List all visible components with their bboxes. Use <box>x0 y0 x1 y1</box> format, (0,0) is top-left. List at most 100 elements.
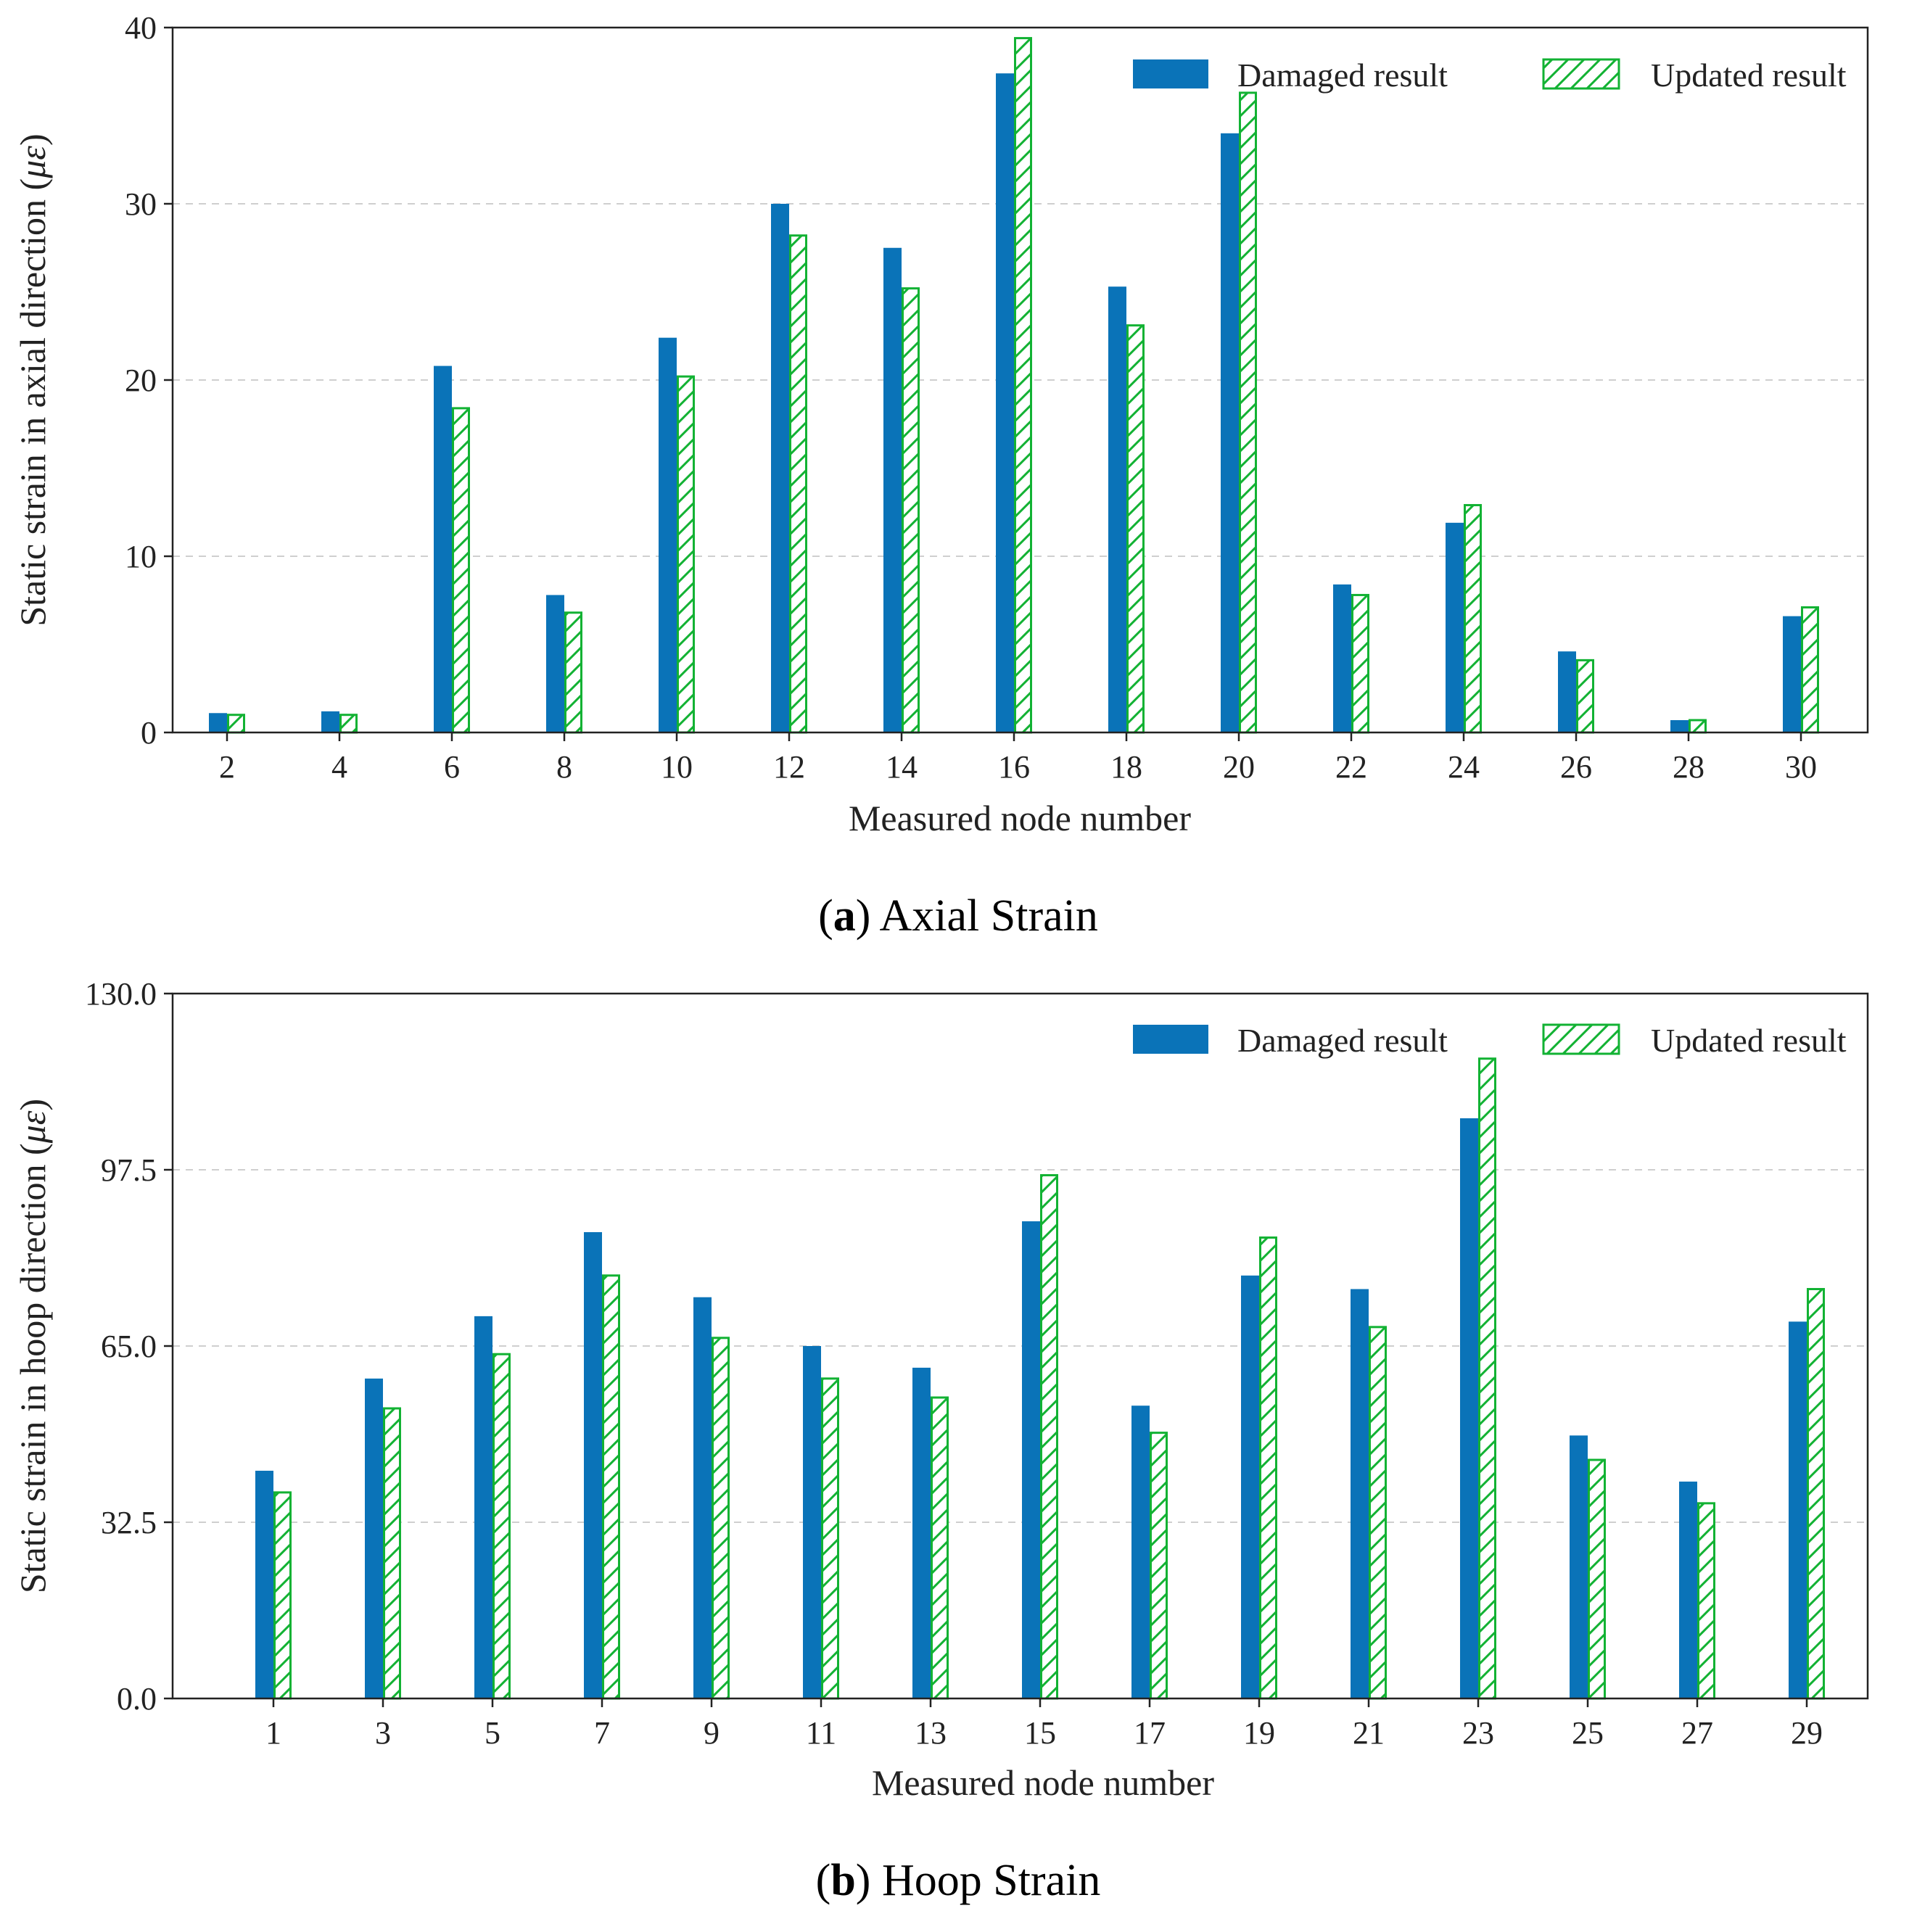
hoop-y-axis-label-suffix: ) <box>12 1099 53 1111</box>
axial-y-tick-label: 10 <box>125 539 157 574</box>
hoop-x-tick-label: 13 <box>915 1715 947 1751</box>
axial-bar-damaged <box>434 366 452 732</box>
hoop-legend: Damaged result Updated result <box>1133 1022 1847 1059</box>
hoop-y-tick-label: 97.5 <box>101 1152 157 1188</box>
hoop-bar-updated <box>712 1337 730 1700</box>
axial-y-tick-label: 0 <box>141 715 157 751</box>
hoop-x-ticks: 1 3 5 7 9 11 13 15 17 19 21 23 25 27 29 <box>265 1698 1823 1751</box>
hoop-bar-damaged <box>1570 1435 1588 1698</box>
axial-y-axis-label-prefix: Static strain in axial direction ( <box>12 178 53 627</box>
hoop-y-tick-label: 0.0 <box>117 1681 157 1717</box>
axial-y-tick-label: 30 <box>125 186 157 222</box>
axial-x-tick-label: 30 <box>1785 749 1817 785</box>
hoop-x-tick-label: 5 <box>485 1715 500 1751</box>
axial-legend: Damaged result Updated result <box>1133 57 1847 94</box>
hoop-bar-damaged <box>803 1346 821 1698</box>
axial-bar-damaged <box>771 204 789 732</box>
hoop-bar-updated <box>1478 1057 1496 1700</box>
hoop-bar-updated <box>821 1377 839 1700</box>
axial-legend-damaged-swatch <box>1133 59 1208 88</box>
hoop-y-tick-label: 65.0 <box>101 1329 157 1364</box>
hoop-caption-close: ) <box>856 1856 882 1905</box>
hoop-bar-updated <box>1697 1502 1715 1700</box>
hoop-caption-text: Hoop Strain <box>882 1856 1100 1905</box>
axial-bar-updated <box>564 611 582 734</box>
axial-y-ticks: 0 10 20 30 40 <box>125 10 173 751</box>
axial-x-tick-label: 24 <box>1448 749 1480 785</box>
axial-x-tick-label: 18 <box>1110 749 1142 785</box>
axial-bar-damaged <box>1446 522 1464 732</box>
axial-bar-damaged <box>1221 133 1239 733</box>
hoop-x-tick-label: 17 <box>1134 1715 1166 1751</box>
axial-bar-updated <box>227 714 245 734</box>
axial-gridlines <box>173 203 1868 557</box>
hoop-x-tick-label: 23 <box>1462 1715 1494 1751</box>
axial-x-tick-label: 16 <box>998 749 1030 785</box>
hoop-bar-damaged <box>912 1367 931 1698</box>
axial-x-axis-label: Measured node number <box>849 798 1191 838</box>
axial-bar-damaged <box>1670 719 1689 732</box>
axial-y-tick-label: 20 <box>125 363 157 398</box>
hoop-legend-updated-swatch <box>1542 1023 1620 1055</box>
hoop-x-tick-label: 15 <box>1024 1715 1056 1751</box>
hoop-bar-damaged <box>1022 1221 1040 1698</box>
hoop-bar-damaged <box>474 1316 492 1698</box>
axial-caption-text: Axial Strain <box>880 891 1098 941</box>
hoop-x-tick-label: 3 <box>375 1715 391 1751</box>
axial-bar-updated <box>1014 37 1032 734</box>
hoop-y-ticks: 0.0 32.5 65.0 97.5 130.0 <box>85 976 173 1717</box>
hoop-bar-damaged <box>584 1231 602 1698</box>
axial-bar-updated <box>1801 606 1819 734</box>
hoop-y-axis-label-prefix: Static strain in hoop direction ( <box>12 1143 53 1593</box>
hoop-bar-damaged <box>693 1297 712 1698</box>
hoop-x-axis-label: Measured node number <box>872 1762 1214 1803</box>
hoop-y-axis-label: Static strain in hoop direction (με) <box>12 1099 53 1593</box>
hoop-bar-updated <box>273 1491 292 1700</box>
axial-y-tick-label: 40 <box>125 10 157 46</box>
axial-bar-damaged <box>1108 286 1126 733</box>
hoop-y-tick-label: 130.0 <box>85 976 157 1012</box>
axial-bar-updated <box>1689 719 1707 734</box>
axial-bar-updated <box>677 375 695 734</box>
hoop-bar-damaged <box>1789 1321 1807 1698</box>
hoop-bar-updated <box>1588 1458 1606 1700</box>
axial-caption-open: ( <box>818 891 833 941</box>
axial-y-axis-label-symbol: με <box>12 146 53 179</box>
axial-bar-updated <box>1464 504 1482 734</box>
axial-bars <box>209 37 1819 734</box>
axial-x-tick-label: 26 <box>1560 749 1592 785</box>
hoop-gridlines <box>173 1169 1868 1523</box>
hoop-x-tick-label: 19 <box>1243 1715 1275 1751</box>
axial-bar-updated <box>452 407 470 734</box>
hoop-bar-updated <box>1259 1236 1277 1700</box>
hoop-x-tick-label: 27 <box>1681 1715 1713 1751</box>
hoop-bar-updated <box>1807 1287 1825 1700</box>
axial-bar-damaged <box>1333 584 1351 732</box>
axial-bar-damaged <box>659 337 677 732</box>
hoop-bar-damaged <box>255 1470 273 1698</box>
hoop-x-tick-label: 25 <box>1572 1715 1604 1751</box>
hoop-bar-updated <box>1150 1432 1168 1700</box>
axial-caption-letter: a <box>833 891 856 941</box>
axial-x-tick-label: 2 <box>219 749 235 785</box>
hoop-bar-damaged <box>1131 1405 1150 1698</box>
axial-bar-updated <box>1576 659 1594 734</box>
axial-x-tick-label: 22 <box>1335 749 1367 785</box>
axial-legend-updated-swatch <box>1542 58 1620 90</box>
axial-bar-updated <box>902 287 920 734</box>
hoop-x-tick-label: 21 <box>1353 1715 1385 1751</box>
axial-bar-damaged <box>1783 616 1801 732</box>
hoop-bar-updated <box>602 1274 620 1700</box>
hoop-caption: (b) Hoop Strain <box>816 1856 1101 1905</box>
hoop-x-tick-label: 11 <box>806 1715 836 1751</box>
hoop-x-tick-label: 7 <box>594 1715 610 1751</box>
hoop-bar-updated <box>931 1396 949 1700</box>
axial-x-ticks: 2 4 6 8 10 12 14 16 18 20 22 24 26 28 30 <box>219 732 1817 785</box>
axial-x-tick-label: 14 <box>886 749 918 785</box>
axial-x-tick-label: 4 <box>331 749 347 785</box>
hoop-legend-updated-label: Updated result <box>1651 1022 1847 1059</box>
hoop-x-tick-label: 29 <box>1791 1715 1823 1751</box>
axial-caption: (a) Axial Strain <box>818 891 1098 941</box>
